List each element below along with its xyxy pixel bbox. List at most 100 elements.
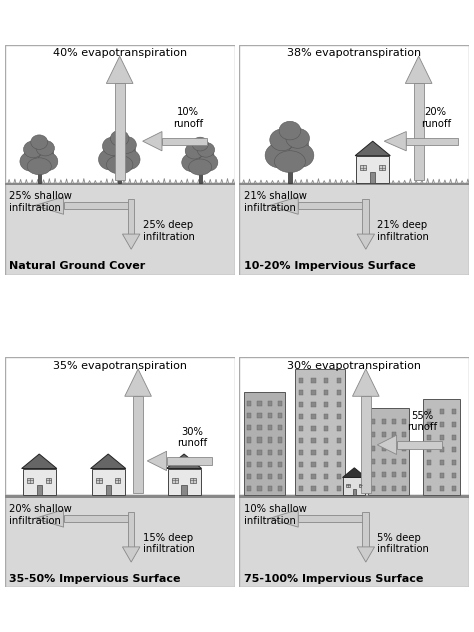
Bar bbox=[337, 450, 341, 455]
Bar bbox=[311, 474, 316, 479]
Ellipse shape bbox=[102, 137, 124, 155]
Bar bbox=[337, 414, 341, 419]
Bar bbox=[118, 168, 121, 183]
Bar bbox=[278, 425, 282, 430]
Ellipse shape bbox=[99, 149, 122, 170]
Ellipse shape bbox=[36, 140, 55, 156]
Bar bbox=[298, 202, 366, 209]
Bar bbox=[247, 461, 251, 466]
Bar bbox=[324, 378, 328, 383]
Text: 10-20% Impervious Surface: 10-20% Impervious Surface bbox=[244, 261, 416, 271]
Ellipse shape bbox=[186, 143, 214, 168]
Ellipse shape bbox=[192, 137, 208, 151]
Bar bbox=[96, 478, 102, 483]
Polygon shape bbox=[147, 451, 166, 471]
Ellipse shape bbox=[286, 128, 310, 149]
Text: 75-100% Impervious Surface: 75-100% Impervious Surface bbox=[244, 574, 423, 584]
Text: 35-50% Impervious Surface: 35-50% Impervious Surface bbox=[9, 574, 181, 584]
Bar bbox=[268, 449, 272, 454]
Text: 20%
runoff: 20% runoff bbox=[420, 107, 451, 128]
Bar bbox=[128, 511, 135, 547]
Bar bbox=[428, 409, 431, 414]
Bar bbox=[239, 45, 469, 183]
Polygon shape bbox=[405, 56, 432, 83]
Bar bbox=[337, 426, 341, 431]
Bar bbox=[452, 486, 456, 491]
Bar bbox=[299, 414, 303, 419]
Text: 5% deep
infiltration: 5% deep infiltration bbox=[377, 533, 429, 554]
Bar bbox=[27, 478, 33, 483]
Bar bbox=[5, 45, 235, 183]
Ellipse shape bbox=[189, 159, 211, 175]
Bar bbox=[257, 461, 262, 466]
Bar bbox=[133, 396, 143, 493]
Bar bbox=[299, 426, 303, 431]
Bar bbox=[311, 414, 316, 419]
Bar bbox=[278, 461, 282, 466]
Bar bbox=[5, 183, 235, 274]
Bar bbox=[5, 495, 235, 498]
Polygon shape bbox=[269, 197, 298, 214]
Bar bbox=[167, 468, 201, 495]
Bar bbox=[247, 474, 251, 479]
Bar bbox=[402, 432, 406, 437]
Bar bbox=[337, 390, 341, 395]
Bar bbox=[298, 515, 366, 522]
Bar bbox=[5, 183, 235, 185]
Text: Natural Ground Cover: Natural Ground Cover bbox=[9, 261, 146, 271]
Bar bbox=[36, 485, 42, 495]
Text: 38% evapotranspiration: 38% evapotranspiration bbox=[287, 48, 421, 58]
Bar bbox=[452, 473, 456, 478]
Bar bbox=[247, 425, 251, 430]
Ellipse shape bbox=[27, 158, 51, 174]
Bar bbox=[402, 459, 406, 464]
Bar bbox=[337, 486, 341, 491]
Bar bbox=[294, 369, 345, 495]
Bar bbox=[392, 419, 396, 424]
Ellipse shape bbox=[288, 143, 314, 167]
Bar bbox=[324, 450, 328, 455]
Ellipse shape bbox=[279, 121, 301, 140]
Bar bbox=[452, 422, 456, 427]
Bar bbox=[371, 446, 375, 451]
Bar bbox=[371, 472, 375, 477]
Polygon shape bbox=[166, 454, 201, 468]
Bar bbox=[5, 495, 235, 587]
Ellipse shape bbox=[20, 152, 42, 171]
Bar bbox=[268, 474, 272, 479]
Bar bbox=[38, 169, 41, 183]
Bar bbox=[278, 401, 282, 406]
Text: 25% deep
infiltration: 25% deep infiltration bbox=[143, 220, 194, 241]
Bar bbox=[268, 401, 272, 406]
Bar bbox=[379, 165, 385, 170]
Bar bbox=[46, 478, 52, 483]
Bar bbox=[299, 450, 303, 455]
Bar bbox=[172, 478, 178, 483]
Bar bbox=[428, 460, 431, 465]
Bar bbox=[106, 485, 111, 495]
Polygon shape bbox=[269, 509, 298, 527]
Bar bbox=[64, 515, 131, 522]
Text: 10% shallow
infiltration: 10% shallow infiltration bbox=[244, 504, 307, 526]
Ellipse shape bbox=[185, 143, 204, 159]
Text: 30% evapotranspiration: 30% evapotranspiration bbox=[287, 361, 421, 371]
Bar bbox=[257, 413, 262, 418]
Ellipse shape bbox=[24, 141, 43, 158]
Bar bbox=[115, 478, 120, 483]
Bar bbox=[311, 402, 316, 407]
Bar bbox=[361, 396, 371, 493]
Bar bbox=[268, 425, 272, 430]
Bar bbox=[382, 432, 386, 437]
Bar bbox=[247, 449, 251, 454]
Ellipse shape bbox=[274, 151, 305, 173]
Bar bbox=[311, 438, 316, 443]
Bar bbox=[382, 459, 386, 464]
Bar bbox=[439, 473, 444, 478]
Bar bbox=[392, 459, 396, 464]
Text: 15% deep
infiltration: 15% deep infiltration bbox=[143, 533, 194, 554]
Bar bbox=[182, 485, 187, 495]
Bar bbox=[299, 462, 303, 467]
Bar bbox=[439, 435, 444, 440]
Bar bbox=[199, 170, 201, 183]
Ellipse shape bbox=[265, 143, 293, 168]
